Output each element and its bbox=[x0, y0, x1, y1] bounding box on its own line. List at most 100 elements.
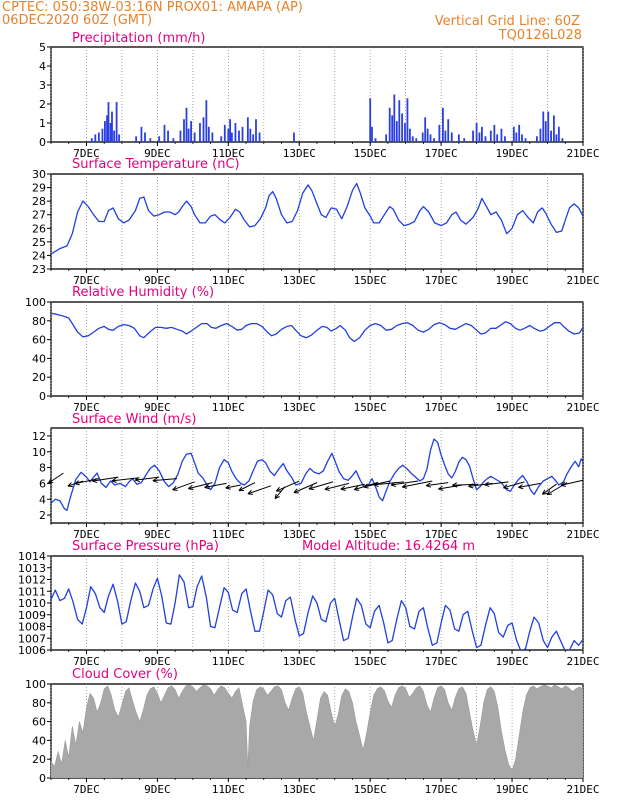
precip-bar bbox=[118, 134, 120, 142]
precip-bar bbox=[104, 121, 106, 142]
precip-bar bbox=[393, 94, 396, 142]
precip-bar bbox=[230, 132, 233, 142]
wind-vector-arrow bbox=[188, 482, 213, 491]
y-tick-label: 1008 bbox=[18, 621, 46, 634]
precip-bar bbox=[211, 132, 214, 142]
wind-vector-arrow bbox=[401, 480, 433, 489]
precip-bar bbox=[374, 138, 377, 142]
x-tick-label: 21DEC bbox=[566, 274, 599, 287]
x-tick-label: 15DEC bbox=[354, 655, 387, 668]
x-tick-label: 11DEC bbox=[212, 274, 245, 287]
precip-bar bbox=[249, 128, 252, 142]
x-tick-label: 19DEC bbox=[496, 147, 529, 160]
precip-bar bbox=[493, 124, 496, 142]
y-tick-label: 28 bbox=[32, 195, 46, 208]
panel-precipitation: 0 1 2 3 4 5 7DEC 9DEC 11DEC 13DEC 15DEC 17DEC 19DEC 2… bbox=[39, 31, 600, 160]
precip-bar bbox=[504, 136, 506, 142]
y-tick-label: 5 bbox=[39, 41, 46, 54]
x-tick-label: 9DEC bbox=[144, 401, 171, 414]
wind-vector-arrow bbox=[274, 486, 286, 500]
precip-bar bbox=[411, 136, 414, 142]
wind-vector-arrow bbox=[452, 482, 479, 488]
precip-bar bbox=[426, 128, 429, 142]
x-tick-label: 15DEC bbox=[354, 528, 387, 541]
x-tick-label: 17DEC bbox=[425, 655, 458, 668]
x-tick-label: 7DEC bbox=[73, 528, 100, 541]
x-tick-label: 21DEC bbox=[566, 783, 599, 796]
x-tick-label: 17DEC bbox=[425, 401, 458, 414]
precip-bar bbox=[190, 121, 192, 142]
y-tick-label: 8 bbox=[39, 462, 46, 475]
precip-bar bbox=[234, 123, 237, 142]
precip-bar bbox=[463, 138, 466, 142]
precip-bar bbox=[398, 100, 401, 142]
precip-bar bbox=[547, 111, 550, 142]
wind-vector-arrow bbox=[390, 480, 419, 488]
series-wind bbox=[51, 438, 583, 511]
x-tick-label: 9DEC bbox=[144, 655, 171, 668]
wind-vector-arrow bbox=[340, 483, 365, 491]
x-tick-label: 9DEC bbox=[144, 783, 171, 796]
y-tick-label: 1 bbox=[39, 117, 46, 130]
precip-bar bbox=[555, 134, 558, 142]
panel-frame bbox=[50, 301, 584, 397]
wind-vector-arrow bbox=[541, 483, 557, 495]
x-tick-label: 19DEC bbox=[496, 401, 529, 414]
precip-bar bbox=[512, 126, 515, 142]
y-tick-label: 20 bbox=[32, 753, 46, 766]
y-tick-label: 2 bbox=[39, 98, 46, 111]
y-tick-label: 26 bbox=[32, 222, 46, 235]
y-tick-label: 100 bbox=[25, 296, 46, 309]
precip-bar bbox=[107, 102, 110, 142]
wind-vector-arrow bbox=[560, 479, 584, 487]
model-altitude-label: Model Altitude: 16.4264 m bbox=[302, 539, 475, 554]
wind-vector-arrow bbox=[484, 481, 509, 487]
precip-bar bbox=[101, 128, 104, 142]
y-tick-label: 4 bbox=[39, 60, 46, 73]
y-tick-label: 60 bbox=[32, 716, 46, 729]
precip-bar bbox=[183, 119, 185, 142]
precip-bar bbox=[115, 102, 118, 142]
y-tick-label: 2 bbox=[39, 509, 46, 522]
y-tick-label: 3 bbox=[39, 79, 46, 92]
series-temperature bbox=[51, 182, 583, 255]
y-tick-label: 0 bbox=[39, 390, 46, 403]
y-tick-label: 1007 bbox=[18, 632, 46, 645]
wind-vector-arrow bbox=[92, 476, 119, 484]
x-tick-label: 11DEC bbox=[212, 401, 245, 414]
wind-vector-arrow bbox=[225, 484, 241, 490]
precip-bar bbox=[542, 111, 545, 142]
x-tick-label: 7DEC bbox=[73, 783, 100, 796]
x-tick-label: 7DEC bbox=[73, 147, 100, 160]
wind-vector-arrow bbox=[134, 476, 160, 483]
panel-title: Surface Wind (m/s) bbox=[72, 412, 196, 427]
precip-bar bbox=[113, 130, 116, 142]
precip-bar bbox=[409, 128, 411, 142]
panel-title: Surface Temperature (nC) bbox=[72, 157, 240, 172]
precip-bar bbox=[442, 107, 444, 142]
wind-vector-arrow bbox=[247, 485, 272, 495]
precip-bar bbox=[415, 138, 418, 142]
precip-bar bbox=[94, 134, 97, 142]
wind-vector-arrow bbox=[238, 482, 256, 492]
precip-bar bbox=[457, 134, 460, 142]
precip-bar bbox=[450, 132, 453, 142]
x-tick-label: 11DEC bbox=[212, 655, 245, 668]
x-tick-label: 19DEC bbox=[496, 274, 529, 287]
panel-title: Precipitation (mm/h) bbox=[72, 31, 205, 46]
y-tick-label: 12 bbox=[32, 430, 46, 443]
precip-bar bbox=[158, 136, 161, 142]
x-tick-label: 7DEC bbox=[73, 655, 100, 668]
y-tick-label: 1011 bbox=[18, 585, 46, 598]
x-tick-label: 19DEC bbox=[496, 655, 529, 668]
wind-vector-arrow bbox=[438, 484, 463, 491]
header-grid-line: Vertical Grid Line: 60Z bbox=[434, 14, 580, 29]
x-tick-label: 13DEC bbox=[283, 274, 316, 287]
temperature-line bbox=[51, 182, 583, 255]
precip-bar bbox=[293, 132, 295, 142]
x-tick-label: 9DEC bbox=[144, 274, 171, 287]
precip-bar bbox=[395, 121, 398, 142]
x-tick-label: 17DEC bbox=[425, 147, 458, 160]
x-tick-label: 11DEC bbox=[212, 783, 245, 796]
